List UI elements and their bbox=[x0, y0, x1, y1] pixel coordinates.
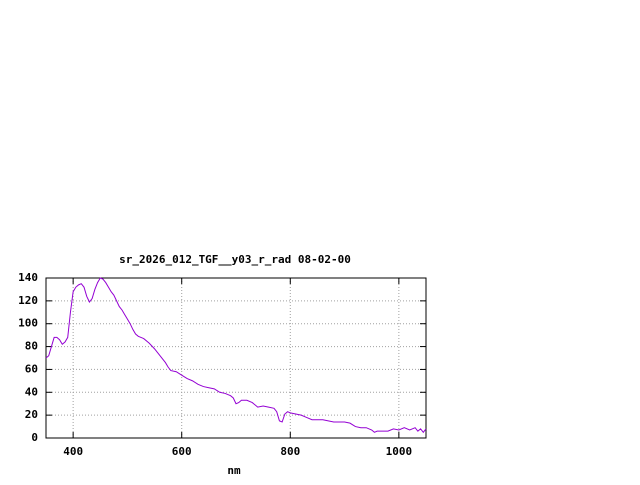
y-tick-label: 80 bbox=[25, 340, 38, 353]
y-tick-label: 140 bbox=[18, 271, 38, 284]
y-tick-label: 100 bbox=[18, 317, 38, 330]
y-tick-label: 20 bbox=[25, 408, 38, 421]
plot-frame bbox=[45, 277, 427, 439]
x-tick-label: 1000 bbox=[386, 445, 413, 458]
x-axis-label: nm bbox=[227, 464, 241, 477]
x-tick-label: 600 bbox=[172, 445, 192, 458]
y-tick-label: 120 bbox=[18, 294, 38, 307]
x-tick-label: 800 bbox=[280, 445, 300, 458]
y-tick-label: 60 bbox=[25, 362, 38, 375]
x-tick-label: 400 bbox=[63, 445, 83, 458]
y-tick-label: 0 bbox=[31, 431, 38, 444]
chart-title: sr_2026_012_TGF__y03_r_rad 08-02-00 bbox=[119, 253, 351, 266]
y-tick-label: 40 bbox=[25, 385, 38, 398]
data-line bbox=[45, 277, 427, 434]
